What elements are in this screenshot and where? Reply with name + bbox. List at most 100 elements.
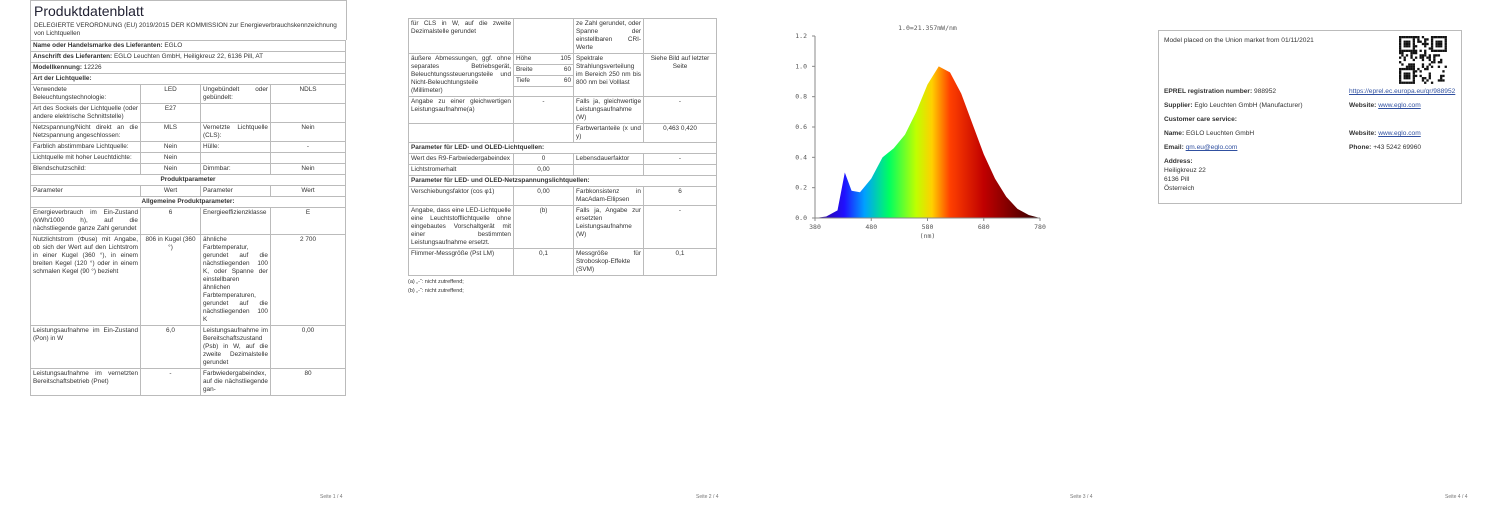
qr-cell [1403,56,1406,59]
qr-cell [1442,74,1445,78]
qr-cell [1401,36,1404,39]
qr-cell [1424,54,1427,57]
qr-cell [1430,42,1434,46]
info-value: 12226 [83,64,102,71]
qr-cell [1419,54,1422,57]
link[interactable]: qm.eu@eglo.com [1185,144,1238,151]
table-row: Nutzlichtstrom (Φuse) mit Angabe, ob sic… [30,234,346,326]
qr-cell [1414,36,1418,39]
table-cell [270,103,346,123]
qr-cell [1433,36,1436,39]
qr-cell [1403,42,1406,46]
qr-cell [1437,42,1441,46]
qr-cell [1412,58,1415,62]
table-row: Parameter Wert Parameter Wert [30,185,346,197]
qr-cell [1412,47,1415,50]
qr-cell [1421,63,1425,66]
market-date: Model placed on the Union market from 01… [1164,37,1314,44]
qr-cell [1399,47,1402,50]
qr-cell [1401,67,1404,71]
qr-cell [1433,49,1436,52]
label: Email: [1164,144,1184,151]
qr-code [1399,36,1447,84]
qr-cell [1414,74,1418,78]
y-tick-label: 1.2 [795,32,807,40]
qr-cell [1426,56,1429,59]
qr-cell [1399,74,1402,78]
info-label: Modellkennung: [33,64,82,71]
table-row: Netzspannung/Nicht direkt an die Netzspa… [30,122,346,142]
qr-cell [1401,49,1404,52]
info-cell: Modellkennung: 12226 [30,62,346,74]
table-cell: Spektrale Strahlungsverteilung im Bereic… [573,53,644,97]
link[interactable]: www.eglo.com [1378,130,1421,137]
qr-cell [1421,54,1425,57]
qr-cell [1426,38,1429,41]
qr-cell [1403,81,1406,84]
qr-cell [1437,40,1441,43]
table-cell [573,164,644,176]
qr-cell [1424,81,1427,84]
qr-cell [1410,51,1413,55]
qr-cell [1401,63,1404,66]
qr-cell [1410,54,1413,57]
qr-cell [1440,42,1443,46]
qr-cell [1408,81,1411,84]
table-cell: 0,00 [513,164,574,176]
table-cell: Angabe, dass eine LED-Lichtquelle eine L… [408,205,514,249]
section-heading: Parameter für LED- und OLED-Lichtquellen… [408,142,717,154]
qr-cell [1399,67,1402,71]
qr-cell [1399,77,1402,80]
info-cell: Anschrift des Lieferanten: EGLO Leuchten… [30,51,346,63]
qr-cell [1414,56,1418,59]
qr-cell [1408,74,1411,78]
table-cell: Nutzlichtstrom (Φuse) mit Angabe, ob sic… [30,234,141,326]
qr-cell [1424,38,1427,41]
qr-cell [1440,74,1443,78]
table-cell: 0 [513,153,574,165]
qr-cell [1399,40,1402,43]
qr-cell [1430,40,1434,43]
table-cell: äußere Abmessungen, ggf. ohne separates … [408,53,514,97]
table-row: Verschiebungsfaktor (cos φ1) 0,00 Farbkons… [408,186,717,206]
qr-cell [1421,58,1425,62]
qr-cell [1414,70,1418,73]
label: EPREL registration number: [1164,88,1253,95]
section-header: Allgemeine Produktparameter: [30,196,346,208]
dimension-row: Höhe 105 [514,54,573,65]
label: Customer care service: [1164,116,1237,123]
qr-cell [1433,56,1436,59]
qr-cell [1430,65,1434,68]
qr-cell [1421,65,1425,68]
info-cell: Name oder Handelsmarke des Lieferanten: … [30,40,346,52]
x-tick-label: 680 [978,223,990,231]
section-header: Produktparameter [30,174,346,186]
link[interactable]: www.eglo.com [1378,102,1421,109]
table-row: Allgemeine Produktparameter: [30,196,346,208]
qr-cell [1412,81,1415,84]
qr-cell [1430,81,1434,84]
table-cell: Netzspannung/Nicht direkt an die Netzspa… [30,122,141,142]
qr-cell [1412,38,1415,41]
address-line: Heiligkreuz 22 [1164,167,1206,174]
table-cell: Hülle: [200,141,271,153]
table-row: Flimmer-Messgröße (Pst LM) 0,1 Messgröße f… [408,248,717,276]
dimension-name: Breite [514,64,549,76]
value: +43 5242 69960 [1373,144,1422,151]
footnote: (a) „-“: nicht zutreffend; [408,279,464,285]
table-row: Leistungsaufnahme im vernetzten Bereitsc… [30,368,346,396]
qr-cell [1440,61,1443,64]
qr-cell [1430,47,1434,50]
qr-cell [1430,38,1434,41]
x-tick-label: 480 [865,223,877,231]
qr-cell [1444,40,1447,43]
dimension-table: Höhe 105 Breite 60 Tiefe 60 [514,54,573,87]
qr-cell [1410,65,1413,68]
table-cell: Farblich abstimmbare Lichtquelle: [30,141,141,153]
table-cell: 0,1 [513,248,574,276]
eprel-link[interactable]: https://eprel.ec.europa.eu/qr/988952 [1349,88,1456,95]
table-row: für CLS in W, auf die zweite Dezimalstel… [408,18,717,54]
x-tick-label: 780 [1034,223,1046,231]
address-line: 6136 Pill [1164,176,1190,183]
qr-cell [1412,65,1415,68]
